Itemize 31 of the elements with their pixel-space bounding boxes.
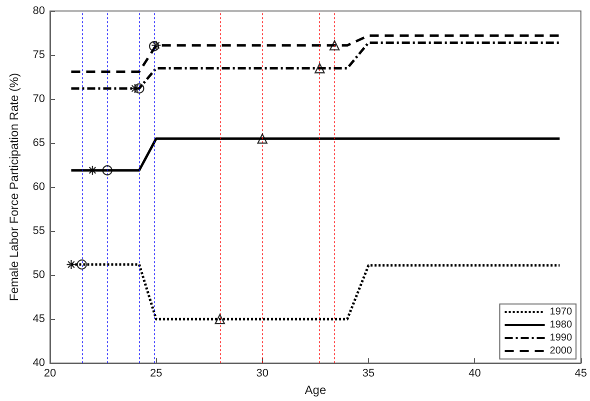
x-tick-label: 35 [362, 368, 375, 380]
point [134, 83, 144, 94]
y-tick-label: 55 [32, 225, 45, 238]
legend-label: 1980 [550, 320, 572, 330]
x-tick-label: 40 [468, 368, 481, 380]
y-tick-label: 40 [32, 357, 45, 370]
x-tick-label: 45 [574, 368, 588, 380]
y-tick-label: 75 [32, 49, 45, 62]
point [76, 259, 87, 270]
point [257, 134, 268, 144]
point [148, 41, 160, 52]
point [214, 314, 225, 324]
y-tick-label: 45 [32, 313, 45, 326]
y-tick-label: 60 [32, 181, 45, 194]
point [151, 40, 162, 50]
legend-label: 1970 [550, 306, 572, 318]
legend-label: 2000 [550, 346, 572, 356]
legend-label: 1990 [550, 332, 572, 344]
x-tick-label: 30 [256, 368, 268, 380]
point [66, 259, 76, 270]
point [102, 165, 112, 176]
point [314, 63, 325, 74]
point [329, 40, 340, 50]
y-tick-label: 70 [32, 93, 45, 106]
y-tick-label: 65 [32, 137, 45, 150]
y-tick-label: 50 [32, 269, 45, 282]
x-axis-title: Age [304, 383, 326, 397]
x-tick-label: 20 [44, 368, 56, 380]
y-axis-title: Female Labor Force Participation Rate (%) [7, 73, 21, 302]
y-tick-label: 80 [32, 5, 45, 17]
x-tick-label: 25 [150, 368, 162, 380]
